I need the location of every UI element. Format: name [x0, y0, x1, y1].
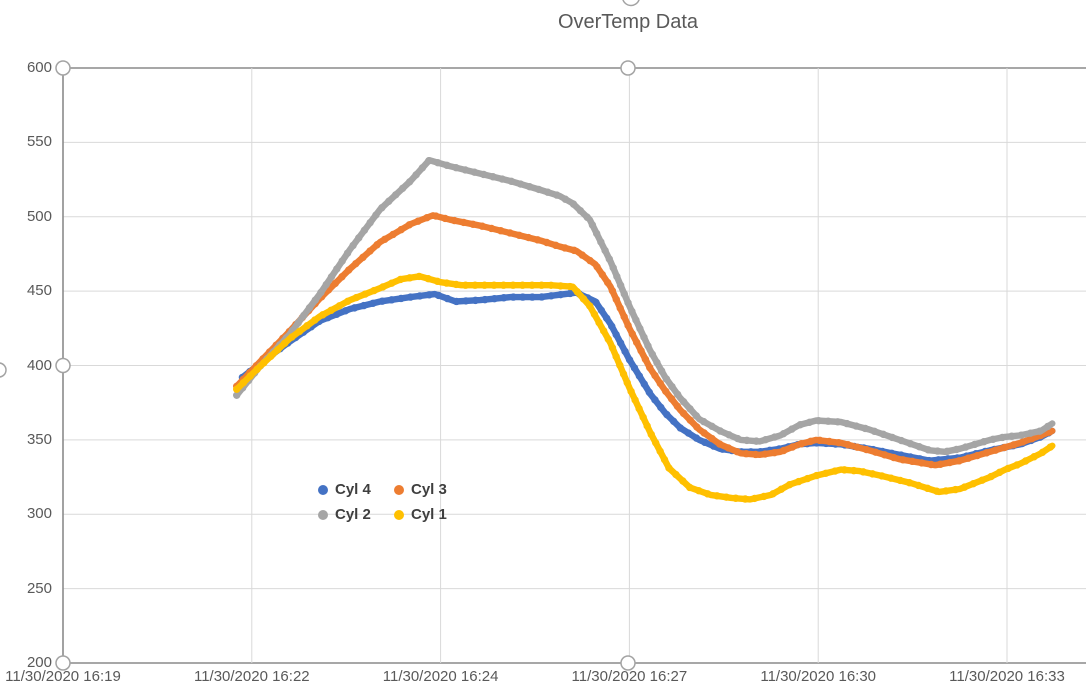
series-line-cyl-4[interactable]: [239, 289, 1056, 464]
x-axis-tick-label[interactable]: 11/30/2020 16:24: [382, 668, 499, 685]
selection-handle[interactable]: [620, 655, 636, 671]
legend-item-label: Cyl 4: [335, 481, 371, 498]
y-axis-tick-label[interactable]: 300: [26, 505, 52, 523]
series-markers-cyl-3: [233, 211, 1056, 469]
legend-item[interactable]: Cyl 1: [394, 506, 447, 523]
y-axis-tick-label[interactable]: 200: [26, 654, 52, 671]
legend-item-label: Cyl 3: [411, 481, 447, 498]
selection-handle[interactable]: [622, 0, 640, 7]
y-axis-tick-label[interactable]: 400: [26, 356, 52, 374]
x-axis-tick-label[interactable]: 11/30/2020 16:30: [760, 668, 877, 685]
x-axis-tick-label[interactable]: 11/30/2020 16:19: [5, 668, 121, 685]
x-axis-tick-label[interactable]: 11/30/2020 16:27: [571, 668, 688, 685]
x-axis-tick-label[interactable]: 11/30/2020 16:33: [949, 668, 1065, 685]
legend-item-label: Cyl 1: [411, 506, 447, 523]
x-axis-tick-label[interactable]: 11/30/2020 16:22: [193, 668, 310, 685]
selection-handle[interactable]: [620, 60, 636, 76]
legend-item-label: Cyl 2: [335, 506, 371, 523]
y-axis-tick-label[interactable]: 250: [26, 579, 52, 597]
legend-swatch-icon: [394, 509, 404, 520]
legend-item[interactable]: Cyl 3: [394, 481, 447, 498]
chart-title[interactable]: OverTemp Data: [557, 11, 699, 33]
legend-swatch-icon: [318, 509, 328, 520]
selection-handle[interactable]: [0, 362, 7, 378]
legend-item[interactable]: Cyl 2: [318, 506, 394, 523]
selection-handle[interactable]: [55, 60, 71, 76]
series-markers-cyl-4: [238, 288, 1056, 465]
y-axis-tick-label[interactable]: 550: [26, 133, 52, 151]
legend-swatch-icon: [394, 484, 404, 495]
y-axis-tick-label[interactable]: 600: [26, 59, 52, 76]
y-axis-tick-label[interactable]: 500: [26, 207, 52, 225]
legend-swatch-icon: [318, 484, 328, 495]
legend-item[interactable]: Cyl 4: [318, 481, 394, 498]
series-markers-cyl-2: [233, 156, 1056, 456]
selection-handle[interactable]: [55, 655, 71, 671]
selection-handle[interactable]: [55, 357, 71, 374]
y-axis-tick-label[interactable]: 350: [26, 430, 52, 448]
legend[interactable]: Cyl 4 Cyl 3 Cyl 2 Cyl 1: [318, 481, 447, 523]
y-axis-tick-label[interactable]: 450: [26, 282, 52, 300]
series-markers-cyl-1: [233, 272, 1056, 504]
